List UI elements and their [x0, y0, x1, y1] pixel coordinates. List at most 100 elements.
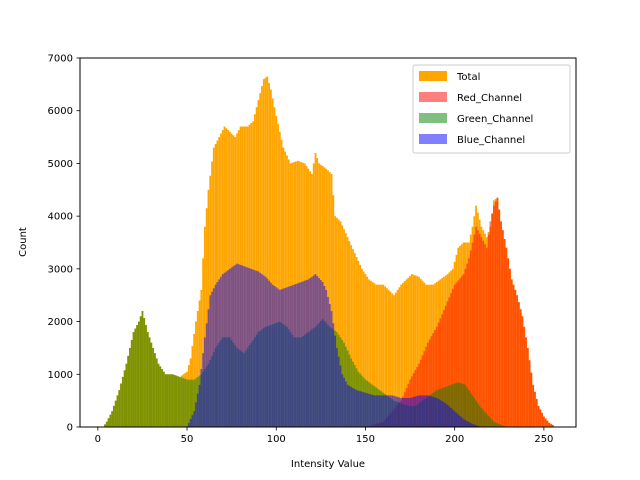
histogram-bar: [182, 378, 185, 427]
histogram-bar: [305, 280, 308, 427]
histogram-bar: [250, 268, 253, 427]
histogram-bar: [336, 347, 338, 427]
histogram-bar: [503, 238, 506, 427]
histogram-bar: [468, 258, 470, 427]
histogram-bar: [398, 287, 401, 427]
histogram-bar: [382, 284, 385, 427]
histogram-bar: [145, 325, 147, 427]
histogram-bar: [232, 266, 235, 427]
histogram-bar: [382, 395, 385, 427]
histogram-bar: [448, 297, 451, 427]
histogram-bar: [225, 271, 228, 427]
histogram-bar: [487, 234, 490, 427]
histogram-bar: [455, 282, 458, 427]
histogram-bar: [364, 392, 367, 427]
histogram-bar: [439, 400, 442, 427]
histogram-bar: [262, 79, 265, 427]
histogram-bar: [209, 295, 212, 427]
histogram-bar: [275, 115, 278, 428]
histogram-bar: [459, 382, 461, 427]
x-tick-label: 250: [534, 434, 553, 445]
histogram-bar: [334, 335, 337, 427]
histogram-bar: [505, 247, 508, 427]
histogram-bar: [344, 233, 347, 427]
histogram-bar: [396, 396, 399, 427]
histogram-bar: [166, 374, 169, 427]
histogram-bar: [359, 264, 361, 427]
histogram-bar: [177, 376, 180, 427]
histogram-bar: [120, 383, 122, 427]
histogram-bar: [348, 385, 351, 427]
histogram-bar: [255, 270, 258, 427]
histogram-bar: [430, 336, 433, 427]
histogram-bar: [423, 351, 426, 427]
histogram-bar: [205, 323, 208, 427]
histogram-bar: [525, 337, 527, 427]
histogram-bar: [123, 370, 126, 427]
legend: Total Red_Channel Green_Channel Blue_Channe…: [412, 64, 571, 154]
histogram-bar: [236, 263, 238, 427]
histogram-bar: [339, 221, 342, 427]
bars-layer: [104, 76, 554, 428]
histogram-bar: [371, 282, 374, 427]
plot-frame: [79, 57, 577, 428]
histogram-bar: [443, 402, 445, 427]
histogram-bar: [491, 213, 494, 427]
histogram-bar: [261, 86, 263, 428]
histogram-bar: [546, 420, 549, 427]
histogram-bar: [475, 425, 477, 427]
histogram-bar: [427, 342, 429, 427]
histogram-bar: [380, 284, 383, 427]
histogram-bar: [496, 197, 499, 427]
histogram-bar: [471, 423, 474, 427]
histogram-bar: [107, 418, 110, 427]
histogram-bar: [343, 377, 345, 427]
histogram-bar: [214, 284, 217, 427]
histogram-bar: [448, 406, 451, 427]
histogram-bar: [460, 383, 463, 427]
histogram-bar: [211, 291, 213, 427]
histogram-bar: [237, 264, 240, 427]
histogram-bar: [530, 372, 533, 427]
histogram-bar: [410, 274, 413, 427]
histogram-bar: [280, 139, 283, 427]
y-tick-label: 6000: [48, 106, 73, 117]
histogram-bar: [296, 283, 299, 427]
histogram-bar: [410, 397, 413, 427]
histogram-bar: [337, 219, 340, 427]
histogram-bar: [403, 281, 406, 427]
histogram-bar: [371, 394, 374, 427]
histogram-bar: [444, 403, 447, 427]
histogram-bar: [482, 240, 485, 427]
histogram-bar: [466, 420, 469, 427]
histogram-bar: [400, 284, 403, 427]
histogram-bar: [350, 386, 353, 427]
histogram-bar: [393, 295, 395, 427]
histogram-bar: [344, 381, 347, 427]
histogram-bar: [434, 330, 436, 427]
histogram-bar: [459, 415, 461, 427]
histogram-bar: [328, 172, 331, 427]
histogram-bar: [223, 272, 226, 427]
histogram-bar: [154, 353, 156, 427]
histogram-bar: [302, 281, 304, 427]
histogram-bar: [141, 311, 144, 427]
histogram-bar: [450, 293, 452, 427]
histogram-bar: [473, 398, 476, 427]
histogram-bar: [189, 379, 192, 427]
histogram-bar: [473, 234, 476, 427]
histogram-bar: [485, 413, 488, 427]
histogram-bar: [284, 287, 287, 427]
histogram-bar: [394, 292, 397, 427]
histogram-bar: [419, 395, 422, 427]
histogram-bar: [280, 289, 283, 427]
histogram-bar: [186, 379, 188, 427]
histogram-bar: [200, 369, 203, 427]
histogram-bar: [271, 284, 274, 427]
histogram-bar: [132, 332, 135, 427]
histogram-bar: [409, 275, 411, 427]
histogram-bar: [155, 358, 158, 427]
histogram-bar: [494, 201, 497, 427]
histogram-bar: [364, 274, 367, 427]
